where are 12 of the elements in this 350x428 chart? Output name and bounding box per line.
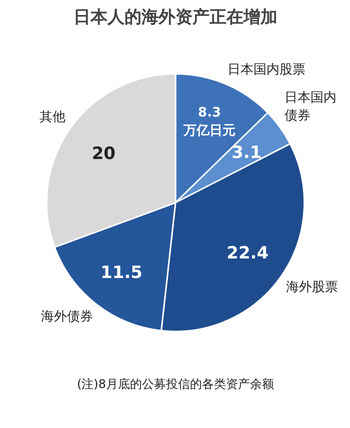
data-label: 20 — [92, 144, 116, 164]
slice-label: 日本国内债券 — [284, 90, 336, 124]
data-label: 11.5 — [100, 262, 143, 283]
slice-label: 海外债券 — [40, 310, 93, 325]
data-label: 22.4 — [226, 244, 269, 264]
slice-label: 日本国内股票 — [228, 62, 306, 78]
chart-title: 日本人的海外资产正在增加 — [74, 8, 278, 28]
text: (注)8月底的公募投信的各类资产余额 — [77, 376, 274, 391]
slice-label: 其他 — [40, 110, 66, 125]
slice-label: 海外股票 — [286, 280, 338, 295]
data-label: 3.1 — [232, 143, 262, 164]
data-label: 8.3 万亿日元 — [182, 106, 236, 139]
